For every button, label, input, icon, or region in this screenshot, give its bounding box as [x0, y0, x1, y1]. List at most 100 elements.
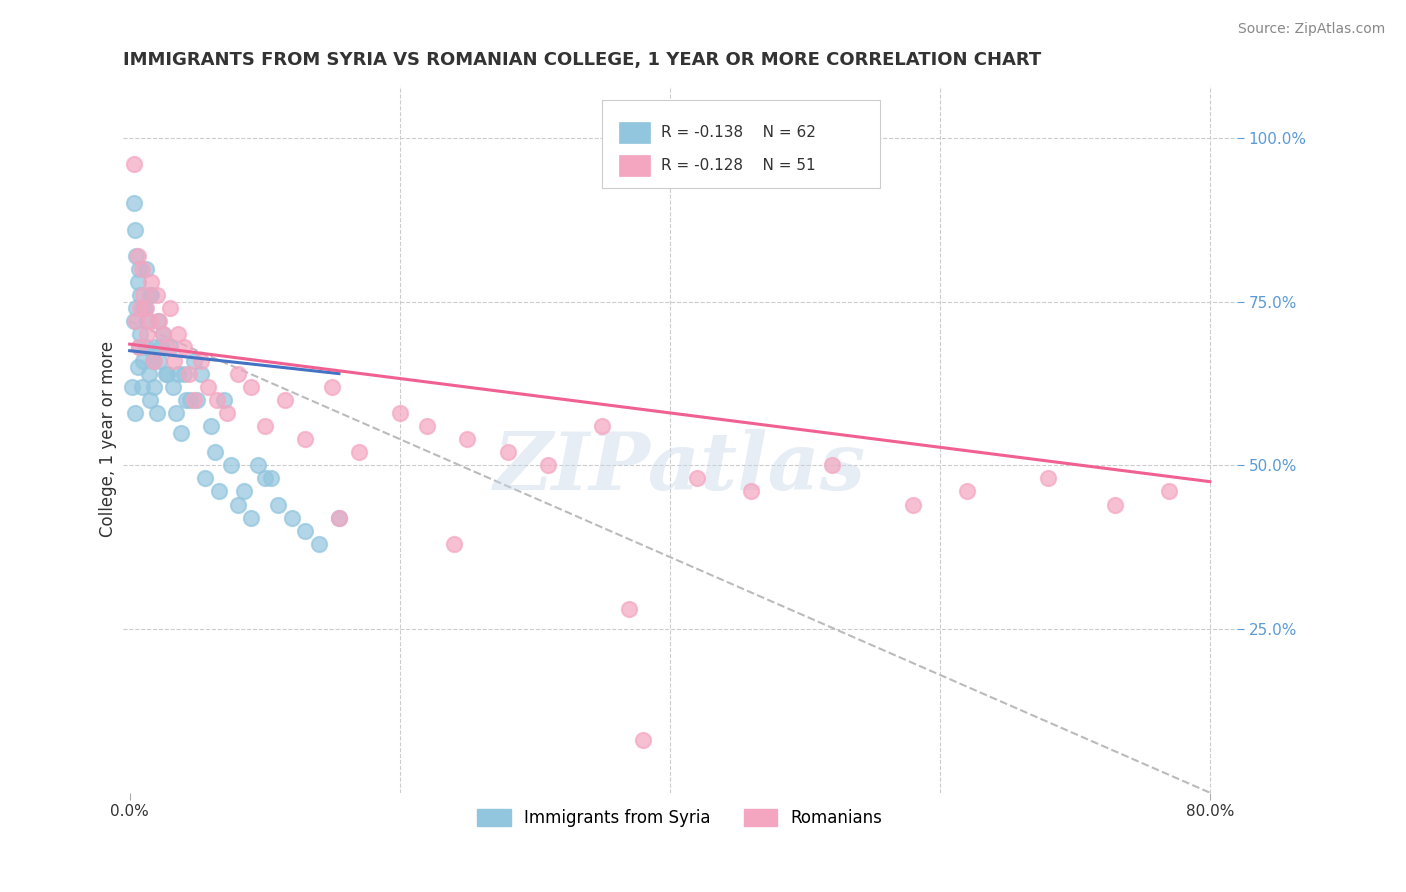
Point	[173, 367, 195, 381]
Point	[821, 458, 844, 473]
Point	[328, 510, 350, 524]
Point	[138, 367, 160, 381]
Point	[135, 340, 157, 354]
Point	[159, 301, 181, 315]
Point	[141, 275, 163, 289]
Point	[121, 380, 143, 394]
Point	[226, 498, 249, 512]
Point	[190, 353, 212, 368]
Point	[176, 392, 198, 407]
Point	[132, 353, 155, 368]
Point	[267, 498, 290, 512]
Point	[207, 392, 229, 407]
Point	[260, 471, 283, 485]
Point	[163, 353, 186, 368]
Point	[145, 406, 167, 420]
Point	[141, 288, 163, 302]
Point	[170, 425, 193, 440]
Text: R = -0.128    N = 51: R = -0.128 N = 51	[661, 158, 815, 173]
Point	[128, 340, 150, 354]
Point	[246, 458, 269, 473]
Point	[155, 367, 177, 381]
Point	[143, 353, 166, 368]
Point	[135, 261, 157, 276]
Point	[135, 301, 157, 315]
Point	[129, 327, 152, 342]
Point	[142, 353, 165, 368]
Point	[139, 314, 162, 328]
Point	[156, 367, 179, 381]
Point	[456, 432, 478, 446]
Point	[208, 484, 231, 499]
FancyBboxPatch shape	[619, 155, 650, 176]
Point	[186, 392, 208, 407]
Point	[149, 340, 172, 354]
Point	[179, 392, 201, 407]
Point	[124, 222, 146, 236]
Point	[253, 471, 276, 485]
Point	[226, 367, 249, 381]
Point	[139, 392, 162, 407]
Point	[129, 288, 152, 302]
Point	[127, 249, 149, 263]
Point	[388, 406, 411, 420]
Text: Source: ZipAtlas.com: Source: ZipAtlas.com	[1237, 22, 1385, 37]
Point	[136, 314, 159, 328]
Point	[496, 445, 519, 459]
Point	[128, 261, 150, 276]
Point	[162, 380, 184, 394]
Point	[183, 392, 205, 407]
Point	[956, 484, 979, 499]
Point	[194, 471, 217, 485]
Point	[125, 249, 148, 263]
Point	[280, 510, 302, 524]
Point	[537, 458, 560, 473]
Point	[1159, 484, 1181, 499]
Point	[127, 360, 149, 375]
Point	[686, 471, 709, 485]
Point	[215, 406, 238, 420]
Point	[134, 301, 156, 315]
Point	[143, 340, 166, 354]
Text: IMMIGRANTS FROM SYRIA VS ROMANIAN COLLEGE, 1 YEAR OR MORE CORRELATION CHART: IMMIGRANTS FROM SYRIA VS ROMANIAN COLLEG…	[122, 51, 1042, 69]
Point	[143, 380, 166, 394]
Point	[308, 537, 330, 551]
Point	[148, 314, 170, 328]
Text: R = -0.138    N = 62: R = -0.138 N = 62	[661, 126, 815, 140]
Point	[190, 367, 212, 381]
Point	[619, 602, 641, 616]
Point	[129, 301, 152, 315]
FancyBboxPatch shape	[602, 100, 880, 188]
Point	[146, 314, 169, 328]
Point	[122, 314, 145, 328]
Point	[128, 340, 150, 354]
Point	[740, 484, 762, 499]
Point	[197, 380, 219, 394]
Y-axis label: College, 1 year or more: College, 1 year or more	[100, 341, 117, 537]
Point	[183, 353, 205, 368]
Point	[152, 327, 174, 342]
Point	[591, 419, 613, 434]
Point	[132, 301, 155, 315]
Point	[415, 419, 437, 434]
Point	[233, 484, 256, 499]
Point	[173, 340, 195, 354]
Point	[321, 380, 343, 394]
Point	[145, 288, 167, 302]
Point	[1036, 471, 1059, 485]
Point	[167, 327, 190, 342]
Point	[219, 458, 242, 473]
FancyBboxPatch shape	[619, 122, 650, 144]
Point	[152, 327, 174, 342]
Point	[240, 510, 263, 524]
Point	[132, 288, 155, 302]
Point	[122, 157, 145, 171]
Point	[253, 419, 276, 434]
Point	[139, 288, 162, 302]
Point	[274, 392, 297, 407]
Legend: Immigrants from Syria, Romanians: Immigrants from Syria, Romanians	[471, 802, 889, 834]
Point	[156, 340, 179, 354]
Point	[148, 353, 170, 368]
Point	[212, 392, 235, 407]
Point	[294, 432, 316, 446]
